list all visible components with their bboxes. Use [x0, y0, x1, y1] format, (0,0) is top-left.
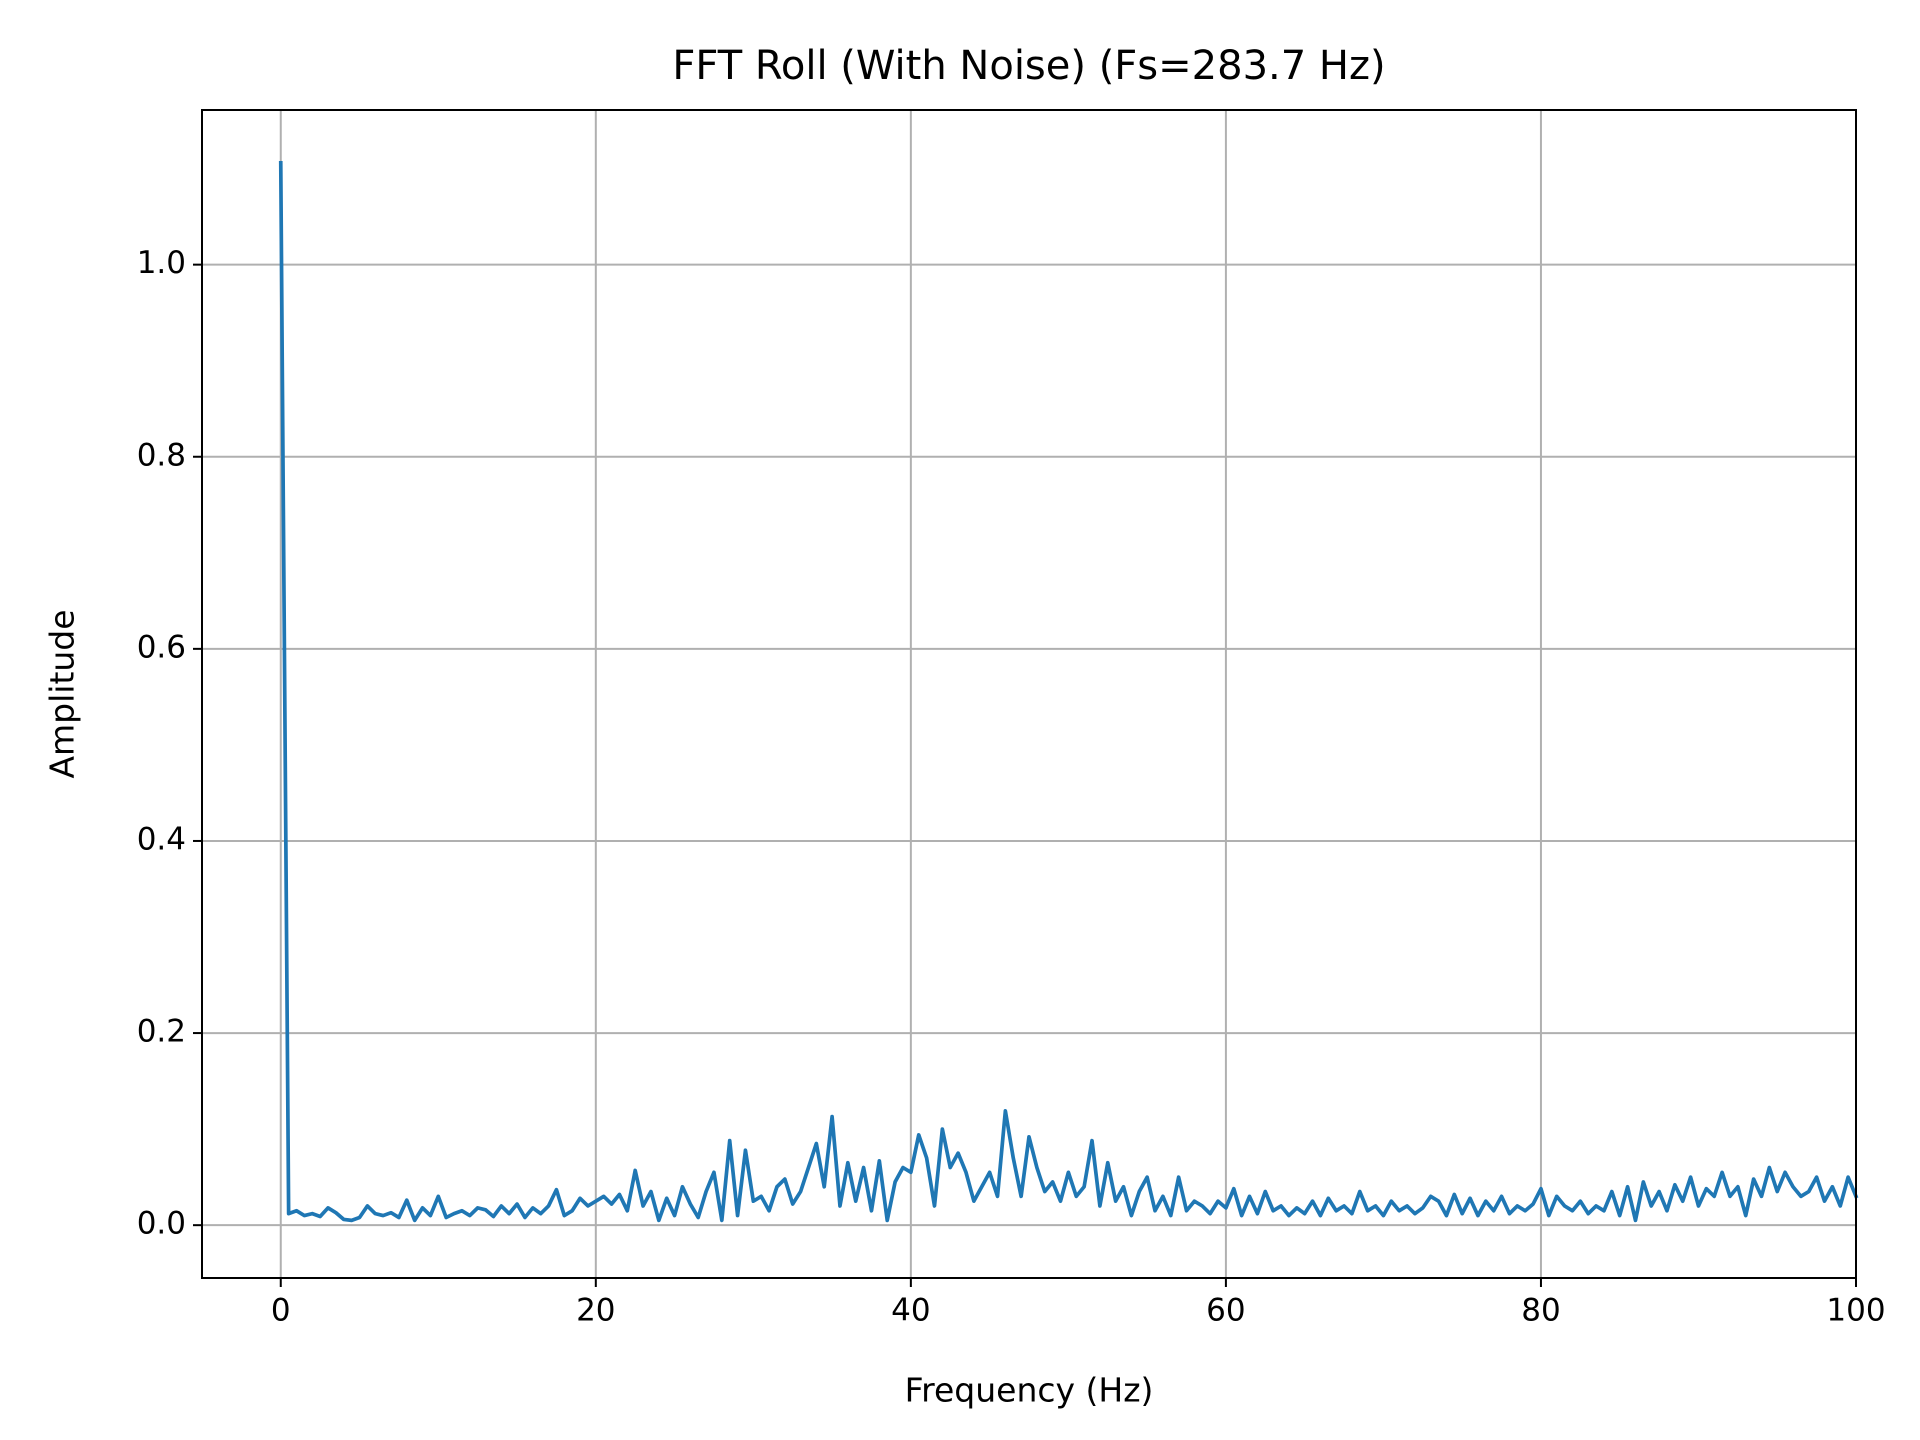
- chart-title: FFT Roll (With Noise) (Fs=283.7 Hz): [672, 43, 1385, 89]
- y-tick-label: 0.6: [137, 629, 186, 665]
- y-tick-label: 0.0: [137, 1206, 186, 1242]
- plot-area: 0 20 40 60 80 100 0.0 0.2 0.4 0.6 0.8 1.0: [137, 109, 1886, 1329]
- y-tick-label: 0.4: [137, 821, 186, 857]
- x-tick-label: 80: [1521, 1293, 1560, 1329]
- y-tick-label: 1.0: [137, 245, 186, 281]
- x-tick-label: 40: [891, 1293, 930, 1329]
- x-tick-label: 0: [271, 1293, 291, 1329]
- y-tick-label: 0.8: [137, 437, 186, 473]
- axes-frame: [201, 109, 1857, 1279]
- x-axis-label: Frequency (Hz): [905, 1371, 1154, 1410]
- data-line: [278, 160, 1859, 1223]
- y-axis-label: Amplitude: [43, 609, 82, 778]
- x-tick-label: 20: [576, 1293, 615, 1329]
- y-tick-label: 0.2: [137, 1014, 186, 1050]
- x-tick-label: 60: [1206, 1293, 1245, 1329]
- x-tick-label: 100: [1826, 1293, 1885, 1329]
